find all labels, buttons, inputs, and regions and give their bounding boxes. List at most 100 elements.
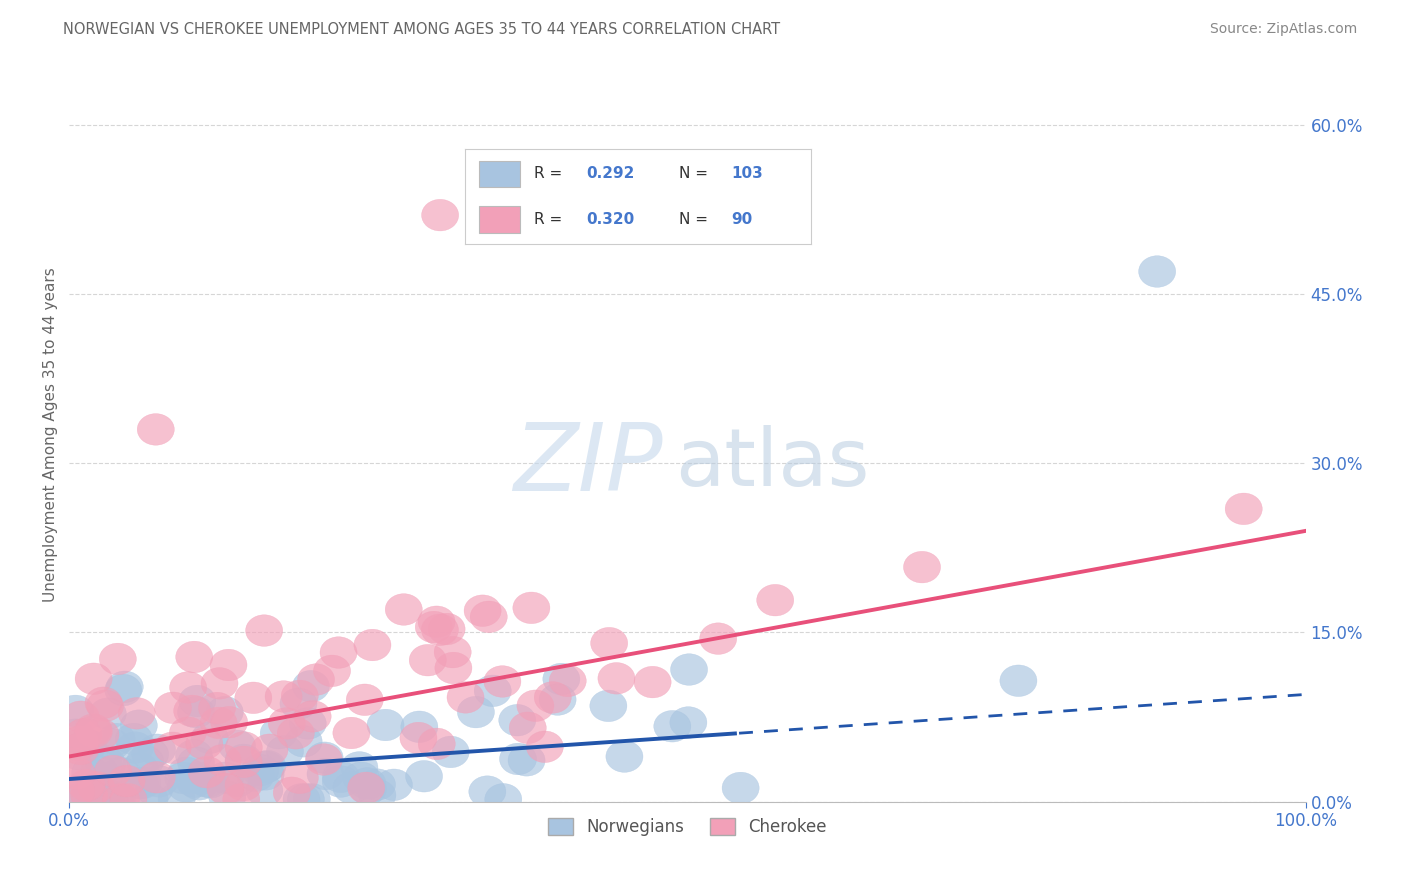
- Ellipse shape: [457, 697, 495, 728]
- Ellipse shape: [285, 725, 322, 757]
- Ellipse shape: [207, 697, 243, 728]
- Ellipse shape: [385, 594, 422, 625]
- Ellipse shape: [115, 723, 152, 755]
- Ellipse shape: [56, 695, 94, 727]
- Ellipse shape: [141, 765, 177, 797]
- Ellipse shape: [193, 766, 229, 798]
- Ellipse shape: [422, 199, 458, 231]
- Ellipse shape: [1139, 256, 1175, 287]
- Ellipse shape: [292, 671, 329, 702]
- Ellipse shape: [98, 723, 135, 755]
- Ellipse shape: [509, 712, 547, 744]
- Ellipse shape: [94, 756, 132, 787]
- Ellipse shape: [550, 665, 586, 697]
- Ellipse shape: [58, 775, 94, 807]
- Ellipse shape: [499, 705, 536, 736]
- Ellipse shape: [67, 770, 105, 801]
- Ellipse shape: [89, 747, 125, 779]
- Ellipse shape: [124, 767, 160, 799]
- Ellipse shape: [59, 783, 96, 815]
- Ellipse shape: [208, 781, 246, 813]
- Ellipse shape: [76, 777, 112, 808]
- Ellipse shape: [188, 756, 225, 788]
- Ellipse shape: [333, 772, 370, 804]
- Ellipse shape: [432, 736, 470, 768]
- Ellipse shape: [103, 783, 139, 815]
- Ellipse shape: [104, 674, 142, 706]
- Ellipse shape: [307, 742, 343, 773]
- Ellipse shape: [179, 685, 215, 717]
- Ellipse shape: [322, 761, 360, 793]
- Ellipse shape: [225, 746, 262, 778]
- Ellipse shape: [238, 760, 274, 791]
- Ellipse shape: [591, 627, 627, 659]
- Ellipse shape: [474, 675, 512, 706]
- Ellipse shape: [246, 615, 283, 647]
- Ellipse shape: [485, 783, 522, 815]
- Ellipse shape: [346, 684, 384, 715]
- Ellipse shape: [359, 769, 395, 800]
- Ellipse shape: [484, 665, 520, 698]
- Ellipse shape: [176, 641, 212, 673]
- Ellipse shape: [87, 690, 124, 722]
- Ellipse shape: [405, 761, 443, 792]
- Ellipse shape: [298, 664, 335, 696]
- Ellipse shape: [176, 766, 214, 797]
- Ellipse shape: [266, 681, 302, 713]
- Ellipse shape: [277, 717, 315, 749]
- Ellipse shape: [165, 762, 202, 794]
- Ellipse shape: [84, 687, 122, 719]
- Ellipse shape: [305, 744, 342, 775]
- Ellipse shape: [169, 717, 207, 748]
- Ellipse shape: [72, 757, 108, 789]
- Ellipse shape: [204, 745, 240, 776]
- Ellipse shape: [173, 695, 211, 727]
- Ellipse shape: [121, 710, 157, 741]
- Ellipse shape: [290, 707, 326, 739]
- Ellipse shape: [138, 762, 176, 793]
- Ellipse shape: [340, 752, 378, 783]
- Ellipse shape: [209, 649, 247, 681]
- Ellipse shape: [87, 783, 124, 815]
- Ellipse shape: [177, 697, 215, 728]
- Ellipse shape: [77, 772, 115, 803]
- Ellipse shape: [499, 743, 537, 775]
- Ellipse shape: [606, 740, 643, 772]
- Ellipse shape: [269, 707, 305, 739]
- Ellipse shape: [55, 747, 91, 780]
- Ellipse shape: [75, 714, 112, 746]
- Ellipse shape: [132, 739, 169, 770]
- Ellipse shape: [434, 652, 472, 684]
- Ellipse shape: [157, 783, 195, 815]
- Ellipse shape: [671, 654, 707, 685]
- Ellipse shape: [418, 606, 456, 638]
- Ellipse shape: [118, 698, 155, 729]
- Ellipse shape: [56, 780, 94, 812]
- Ellipse shape: [180, 762, 217, 794]
- Ellipse shape: [350, 773, 387, 805]
- Ellipse shape: [249, 750, 285, 782]
- Ellipse shape: [121, 753, 159, 784]
- Ellipse shape: [167, 757, 205, 789]
- Ellipse shape: [669, 706, 707, 739]
- Ellipse shape: [121, 767, 157, 799]
- Ellipse shape: [246, 774, 283, 806]
- Ellipse shape: [517, 690, 554, 722]
- Ellipse shape: [190, 765, 226, 797]
- Ellipse shape: [207, 762, 243, 794]
- Ellipse shape: [117, 731, 153, 764]
- Ellipse shape: [321, 637, 357, 668]
- Ellipse shape: [307, 758, 344, 789]
- Ellipse shape: [72, 783, 108, 815]
- Ellipse shape: [89, 698, 127, 730]
- Ellipse shape: [464, 595, 501, 626]
- Ellipse shape: [207, 773, 245, 805]
- Ellipse shape: [281, 762, 318, 794]
- Ellipse shape: [534, 681, 571, 714]
- Ellipse shape: [222, 783, 260, 815]
- Ellipse shape: [280, 688, 316, 720]
- Ellipse shape: [367, 709, 404, 740]
- Ellipse shape: [170, 672, 207, 703]
- Ellipse shape: [281, 680, 318, 712]
- Ellipse shape: [375, 769, 412, 801]
